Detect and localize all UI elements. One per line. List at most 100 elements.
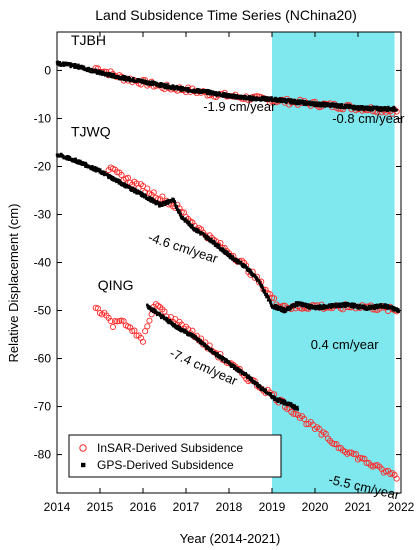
gps-point-tjwq [184, 217, 187, 220]
gps-point-tjwq [178, 211, 181, 214]
gps-point-tjbh [315, 101, 318, 105]
gps-point-qing [159, 312, 162, 316]
gps-point-tjwq [73, 160, 76, 164]
gps-point-tjbh [127, 75, 130, 79]
gps-point-tjbh [61, 61, 65, 64]
gps-point-qing [168, 318, 172, 322]
legend-label: InSAR-Derived Subsidence [97, 441, 243, 455]
insar-point-qing [172, 316, 179, 323]
legend-marker-insar [79, 444, 87, 452]
gps-point-tjbh [250, 96, 254, 99]
gps-point-tjwq [204, 234, 207, 237]
gps-point-tjbh [335, 105, 339, 109]
gps-point-tjwq [341, 302, 344, 305]
insar-point-tjwq [118, 171, 125, 178]
data-layer [55, 60, 401, 482]
gps-point-tjwq [188, 221, 191, 224]
gps-point-tjwq [92, 166, 95, 169]
gps-point-tjwq [300, 301, 303, 304]
gps-point-tjwq [94, 168, 97, 172]
gps-point-tjbh [335, 104, 338, 107]
insar-point-qing [107, 317, 114, 325]
gps-point-qing [203, 342, 207, 346]
gps-point-tjbh [159, 81, 162, 85]
x-tick-label: 2016 [130, 500, 157, 514]
gps-point-tjbh [386, 109, 390, 112]
gps-point-tjbh [305, 103, 308, 106]
gps-point-tjbh [171, 86, 175, 90]
gps-point-tjbh [132, 76, 135, 80]
gps-point-tjwq [121, 182, 125, 185]
gps-point-tjwq [68, 156, 72, 159]
y-tick-label: -20 [34, 159, 52, 173]
gps-point-tjwq [188, 222, 191, 226]
gps-point-tjbh [296, 101, 299, 104]
insar-point-qing [393, 475, 400, 482]
gps-point-tjwq [130, 186, 133, 189]
gps-point-tjwq [211, 240, 214, 243]
gps-point-qing [175, 325, 178, 329]
gps-point-qing [259, 388, 263, 391]
gps-point-qing [185, 330, 188, 333]
gps-point-tjwq [143, 196, 146, 199]
gps-point-qing [287, 401, 290, 404]
gps-point-tjbh [195, 91, 198, 94]
gps-point-tjwq [173, 202, 177, 205]
gps-point-qing [166, 318, 169, 321]
gps-point-tjbh [227, 93, 231, 96]
gps-point-tjwq [226, 251, 229, 255]
gps-point-tjwq [173, 200, 177, 203]
gps-point-tjbh [356, 107, 359, 111]
gps-point-tjwq [319, 304, 322, 307]
gps-point-tjwq [196, 227, 199, 231]
gps-point-tjwq [396, 310, 399, 313]
rate-annotation: 0.4 cm/year [311, 337, 380, 352]
gps-point-tjbh [92, 70, 96, 74]
gps-point-tjbh [166, 83, 169, 86]
gps-point-tjbh [172, 85, 176, 88]
gps-point-tjwq [297, 301, 301, 304]
insar-point-tjwq [217, 240, 224, 247]
gps-point-tjwq [95, 170, 98, 173]
gps-point-tjwq [117, 180, 120, 183]
gps-point-tjwq [340, 305, 344, 308]
gps-point-tjwq [67, 158, 71, 161]
gps-point-tjwq [215, 242, 218, 245]
gps-point-qing [196, 337, 199, 341]
gps-point-tjbh [95, 69, 98, 72]
gps-point-tjbh [258, 97, 262, 100]
gps-point-tjwq [332, 305, 335, 308]
gps-point-tjbh [62, 64, 66, 67]
insar-point-qing [301, 415, 308, 423]
gps-point-tjbh [370, 106, 373, 110]
gps-point-tjbh [280, 100, 283, 103]
gps-point-tjwq [384, 303, 388, 307]
gps-point-tjwq [280, 306, 283, 309]
gps-point-tjbh [272, 99, 275, 102]
gps-point-tjwq [370, 307, 373, 310]
gps-point-tjbh [310, 103, 314, 107]
gps-point-tjwq [269, 300, 272, 303]
gps-point-tjbh [237, 96, 240, 99]
gps-point-tjbh [312, 101, 315, 104]
gps-point-tjbh [86, 69, 89, 73]
gps-point-tjbh [274, 100, 277, 103]
gps-point-tjbh [178, 88, 182, 91]
gps-point-tjbh [150, 83, 154, 87]
gps-point-tjwq [371, 306, 375, 309]
gps-point-qing [184, 328, 187, 332]
gps-point-tjwq [85, 162, 88, 166]
gps-point-qing [276, 397, 279, 400]
gps-point-tjbh [206, 92, 209, 95]
gps-point-tjwq [96, 167, 99, 171]
gps-point-tjbh [270, 96, 273, 99]
x-tick-label: 2020 [302, 500, 329, 514]
gps-point-tjbh [229, 95, 232, 98]
x-tick-label: 2022 [388, 500, 415, 514]
gps-point-tjwq [207, 236, 210, 239]
gps-point-qing [248, 375, 251, 379]
gps-point-tjbh [147, 83, 151, 86]
gps-point-tjwq [123, 185, 126, 188]
gps-point-tjwq [231, 255, 235, 259]
insar-point-qing [112, 317, 119, 325]
